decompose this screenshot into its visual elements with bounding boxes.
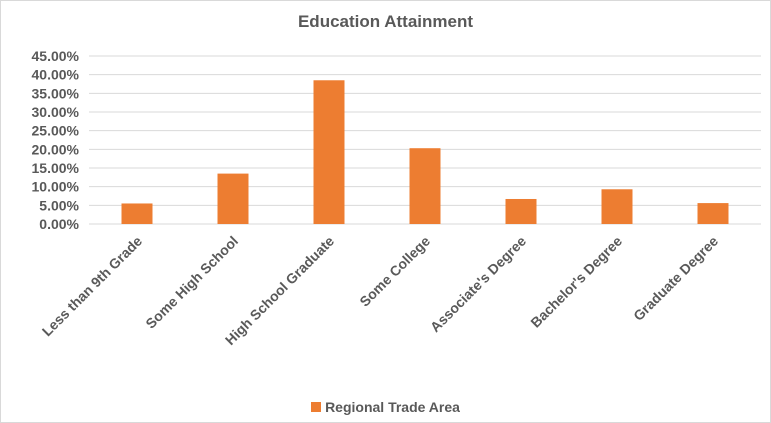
y-tick-label: 20.00% [32, 141, 80, 157]
bar [217, 173, 249, 224]
y-tick-label: 15.00% [32, 160, 80, 176]
x-tick-label: Bachelor's Degree [527, 233, 625, 331]
x-tick-label: Some College [356, 233, 433, 310]
bars [121, 80, 729, 225]
legend-swatch [311, 402, 322, 412]
bar [697, 203, 729, 224]
x-tick-label: Associate's Degree [427, 233, 529, 335]
x-tick-label: Less than 9th Grade [39, 233, 146, 340]
bar [409, 148, 441, 224]
y-tick-label: 5.00% [39, 197, 79, 213]
legend-label: Regional Trade Area [325, 399, 460, 415]
bar [313, 80, 345, 225]
y-tick-label: 25.00% [32, 123, 80, 139]
y-tick-label: 35.00% [32, 85, 80, 101]
bar [601, 189, 633, 224]
bar [121, 203, 153, 224]
x-tick-label: Graduate Degree [630, 233, 721, 324]
x-tick-label: High School Graduate [222, 233, 337, 348]
y-tick-label: 0.00% [39, 216, 79, 232]
y-tick-label: 40.00% [32, 67, 80, 83]
x-tick-label: Some High School [142, 233, 241, 332]
chart-title: Education Attainment [297, 12, 474, 31]
bar [505, 198, 537, 224]
y-tick-label: 45.00% [32, 48, 80, 64]
y-tick-label: 30.00% [32, 104, 80, 120]
legend: Regional Trade Area [1, 399, 770, 415]
y-tick-label: 10.00% [32, 179, 80, 195]
y-axis-ticks: 0.00% 5.00% 10.00% 15.00% 20.00% 25.00% 30.00%… [32, 48, 80, 232]
